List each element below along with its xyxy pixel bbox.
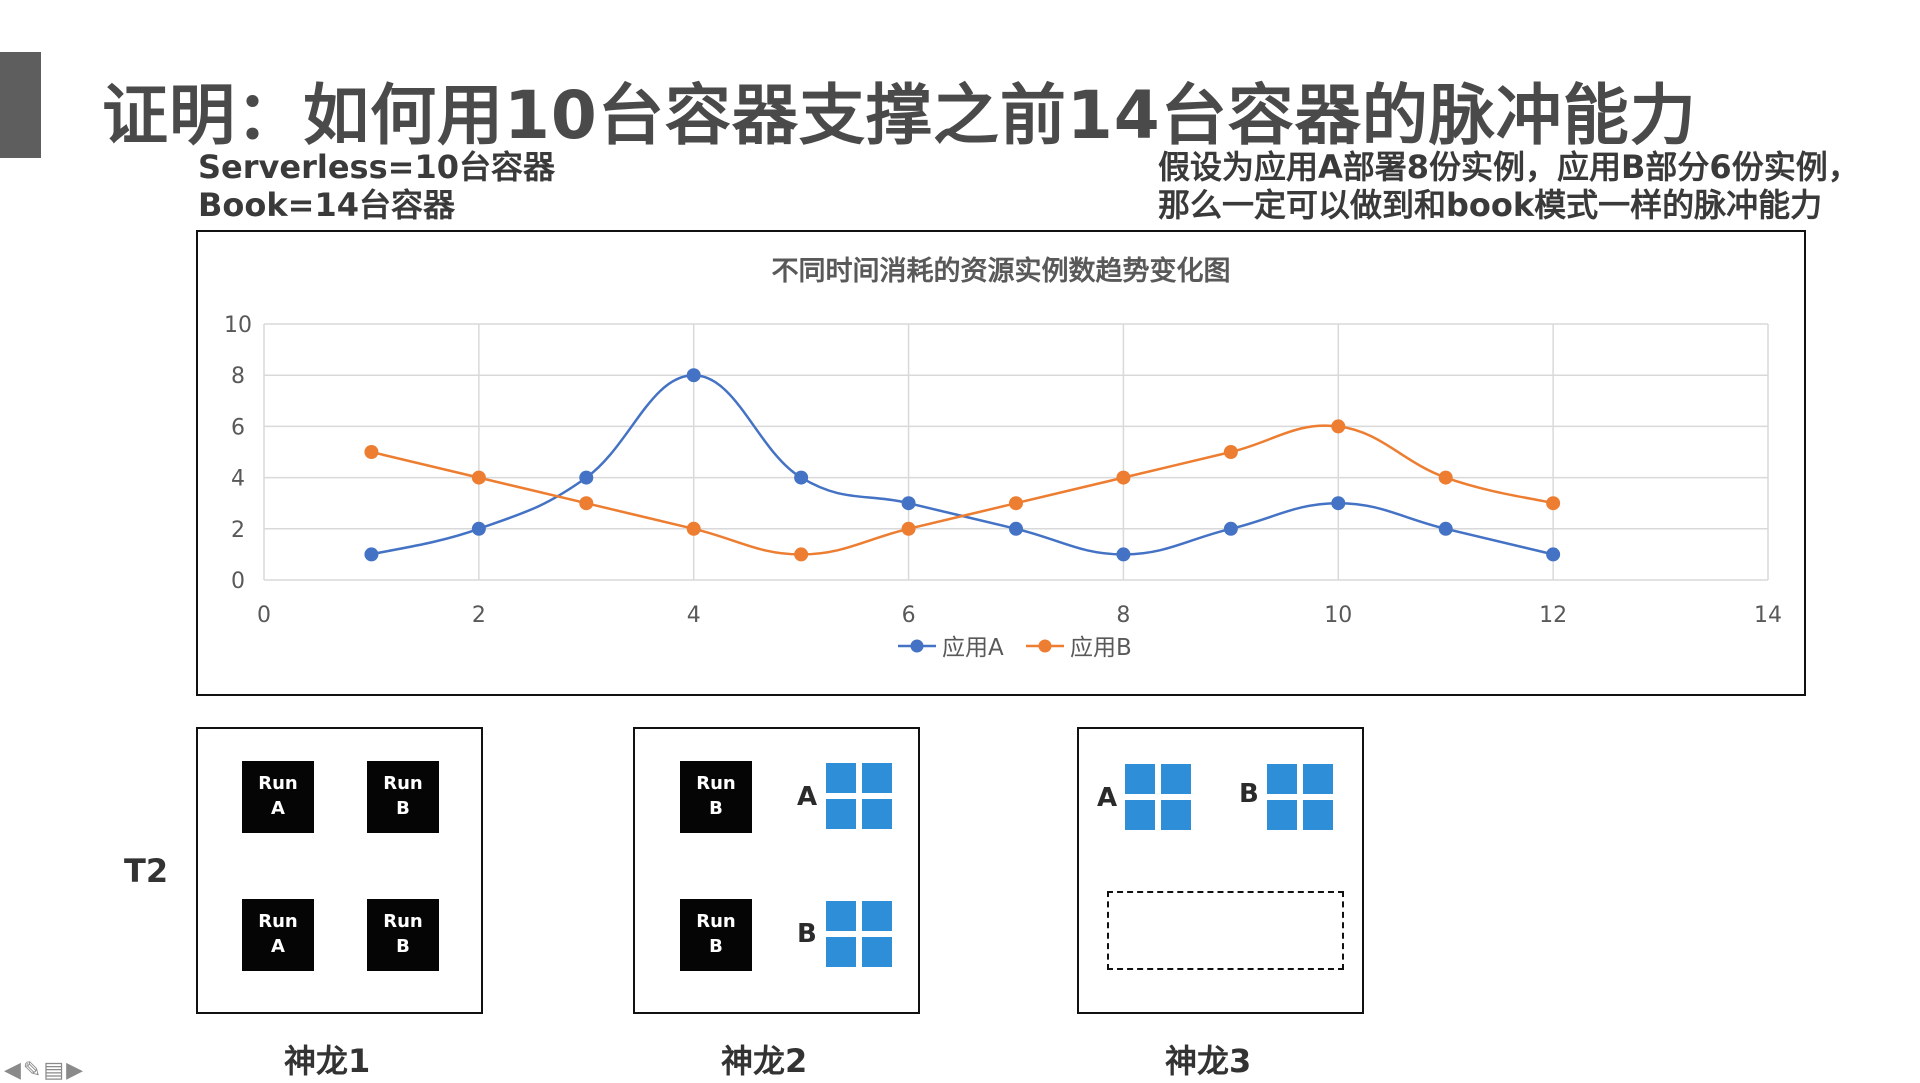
x-tick-label: 0	[257, 603, 271, 628]
series-1-point	[579, 470, 594, 485]
slide-nav: ◀✎▤▶	[4, 1058, 85, 1083]
node-1-label: 神龙1	[284, 1042, 371, 1080]
series-1-point	[1546, 547, 1561, 562]
series-2-point	[686, 521, 701, 536]
group-a-label: A	[797, 782, 818, 812]
right-note-line-2: 那么一定可以做到和book模式一样的脉冲能力	[1158, 186, 1823, 224]
y-tick-label: 10	[224, 313, 252, 338]
legend-label-1: 应用A	[942, 635, 1004, 661]
x-tick-label: 6	[902, 603, 916, 628]
series-2-point	[579, 496, 594, 511]
y-tick-label: 6	[231, 415, 245, 440]
series-1-point	[1331, 496, 1346, 511]
series-1-point	[1223, 521, 1238, 536]
y-tick-label: 8	[231, 364, 245, 389]
run-a-block: Run A	[242, 899, 314, 971]
series-2-point	[1009, 496, 1023, 511]
group-a-label: A	[1097, 783, 1118, 813]
y-tick-label: 0	[231, 569, 245, 594]
trend-line-chart: 不同时间消耗的资源实例数趋势变化图 0 2 4 6 8 10 0 2 4 6 8 10 12 14 应用A 应用…	[224, 255, 1782, 661]
legend-marker-2	[1038, 639, 1052, 653]
free-capacity-slot	[1107, 891, 1344, 970]
x-tick-label: 8	[1116, 603, 1130, 628]
x-tick-label: 12	[1539, 603, 1567, 628]
group-b-label: B	[797, 919, 817, 949]
y-tick-label: 2	[231, 518, 245, 543]
pen-icon[interactable]: ✎	[22, 1058, 44, 1083]
app-a-instances	[1125, 764, 1191, 830]
arrow-right-icon[interactable]: ▶	[66, 1058, 86, 1083]
x-tick-label: 4	[687, 603, 701, 628]
app-b-instances	[826, 901, 892, 967]
run-b-block: Run B	[367, 761, 439, 833]
series-2-point	[1546, 496, 1561, 511]
chart-title: 不同时间消耗的资源实例数趋势变化图	[772, 255, 1231, 287]
node-3-label: 神龙3	[1165, 1042, 1252, 1080]
node-1-box: Run A Run B Run A Run B	[196, 727, 483, 1014]
series-line-1	[371, 373, 1554, 556]
series-2-point	[901, 521, 916, 536]
slide-side-bar	[0, 52, 41, 158]
series-line-2	[371, 424, 1554, 556]
series-2-point	[1116, 470, 1131, 485]
series-2-point	[471, 470, 486, 485]
node-2-box: Run B Run B A B	[633, 727, 920, 1014]
node-2-label: 神龙2	[721, 1042, 808, 1080]
x-tick-label: 2	[472, 603, 486, 628]
series-1-point	[794, 470, 809, 485]
run-b-block: Run B	[680, 899, 752, 971]
series-1-point	[1009, 521, 1023, 536]
run-b-block: Run B	[680, 761, 752, 833]
legend-label-2: 应用B	[1070, 635, 1132, 661]
series-1-point	[471, 521, 486, 536]
series-2-point	[364, 445, 379, 459]
group-b-label: B	[1239, 779, 1259, 809]
node-3-box: A B	[1077, 727, 1364, 1014]
series-2-point	[1438, 470, 1453, 485]
series-1-point	[364, 547, 379, 562]
row-label-t2: T2	[124, 852, 169, 890]
app-b-instances	[1267, 764, 1333, 830]
series-1-point	[686, 368, 701, 383]
y-tick-label: 4	[231, 467, 245, 492]
left-note-book: Book=14台容器	[198, 186, 455, 224]
series-1-point	[1438, 521, 1453, 536]
series-2-point	[794, 547, 809, 562]
left-notes: Serverless=10台容器 Book=14台容器	[198, 148, 555, 224]
legend-marker-1	[910, 639, 924, 653]
arrow-left-icon[interactable]: ◀	[4, 1058, 23, 1083]
right-notes: 假设为应用A部署8份实例，应用B部分6份实例， 那么一定可以做到和book模式一…	[1158, 148, 1860, 224]
series-1-point	[1116, 547, 1131, 562]
run-a-block: Run A	[242, 761, 314, 833]
menu-icon[interactable]: ▤	[43, 1058, 67, 1083]
x-tick-label: 10	[1324, 603, 1352, 628]
chart-container: 不同时间消耗的资源实例数趋势变化图 0 2 4 6 8 10 0 2 4 6 8 10 12 14 应用A 应用…	[196, 230, 1806, 696]
series-2-point	[1223, 445, 1238, 459]
series-1-point	[901, 496, 916, 511]
series-2-point	[1331, 419, 1346, 434]
run-b-block: Run B	[367, 899, 439, 971]
app-a-instances	[826, 763, 892, 829]
left-note-serverless: Serverless=10台容器	[198, 148, 555, 186]
right-note-line-1: 假设为应用A部署8份实例，应用B部分6份实例，	[1158, 148, 1860, 186]
slide-title: 证明：如何用10台容器支撑之前14台容器的脉冲能力	[102, 77, 1697, 154]
x-tick-label: 14	[1754, 603, 1782, 628]
